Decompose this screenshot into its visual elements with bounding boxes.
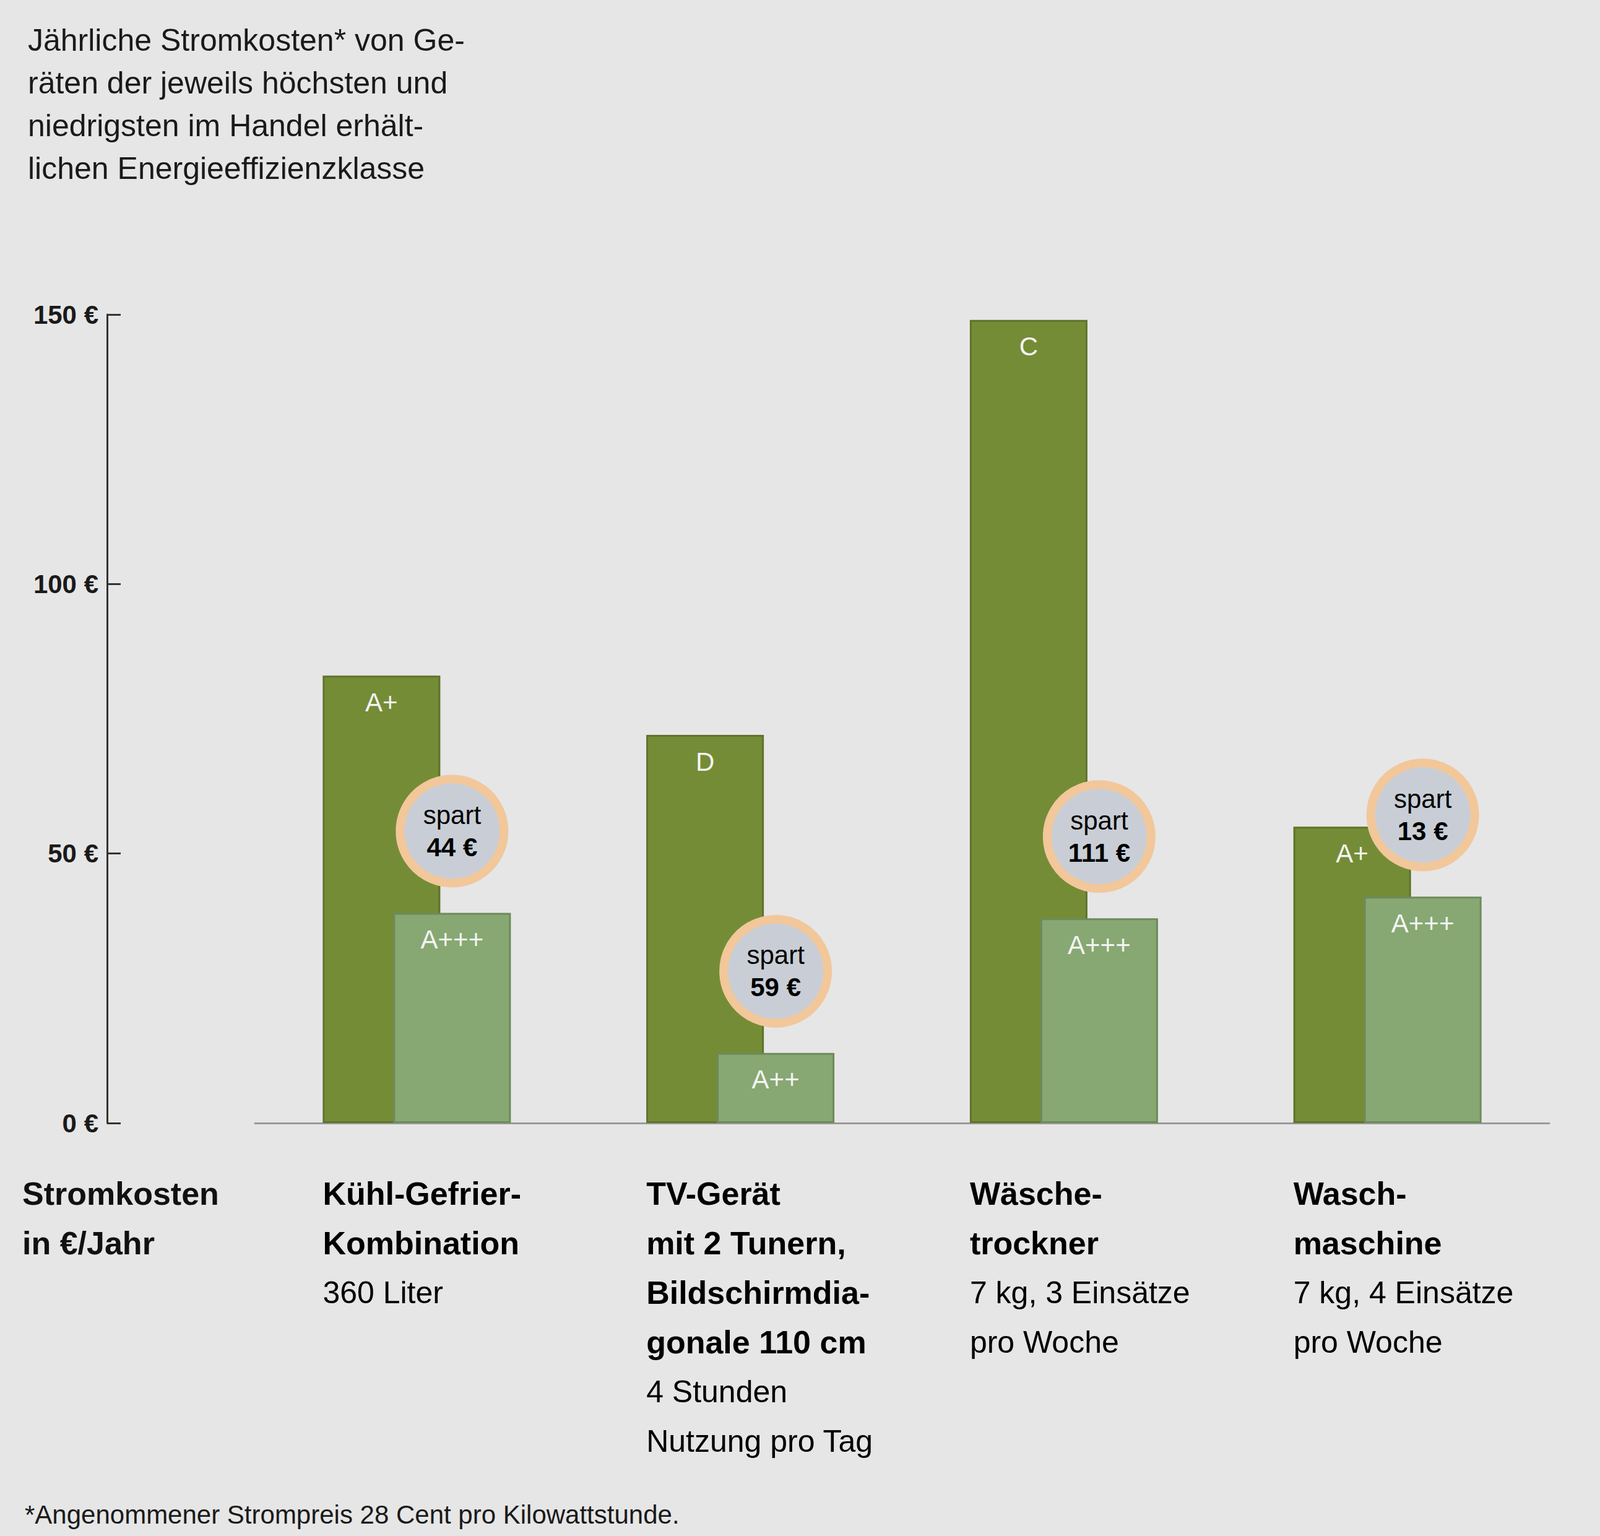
svg-text:in €/Jahr: in €/Jahr (22, 1224, 155, 1261)
svg-text:A+++: A+++ (420, 924, 485, 954)
svg-text:*Angenommener Strompreis 28 Ce: *Angenommener Strompreis 28 Cent pro Kil… (24, 1499, 680, 1529)
svg-text:gonale 110 cm: gonale 110 cm (646, 1323, 867, 1360)
svg-text:150 €: 150 € (33, 300, 99, 330)
svg-text:niedrigsten im Handel erhält-: niedrigsten im Handel erhält- (27, 108, 424, 143)
svg-text:C: C (1019, 331, 1038, 361)
svg-text:spart: spart (423, 800, 482, 830)
svg-text:0 €: 0 € (62, 1108, 99, 1138)
svg-text:räten der jeweils höchsten und: räten der jeweils höchsten und (27, 65, 448, 101)
svg-text:A++: A++ (752, 1064, 800, 1094)
svg-text:44 €: 44 € (427, 832, 478, 862)
svg-text:maschine: maschine (1293, 1224, 1443, 1261)
svg-text:spart: spart (1070, 805, 1129, 835)
svg-text:pro Woche: pro Woche (969, 1324, 1120, 1360)
svg-text:Wasch-: Wasch- (1293, 1175, 1407, 1212)
svg-text:Stromkosten: Stromkosten (22, 1175, 220, 1212)
svg-text:Nutzung pro Tag: Nutzung pro Tag (646, 1423, 873, 1459)
svg-text:D: D (695, 747, 715, 777)
svg-text:360 Liter: 360 Liter (322, 1275, 444, 1310)
svg-text:59 €: 59 € (750, 972, 801, 1002)
svg-text:13 €: 13 € (1397, 816, 1449, 846)
svg-text:mit 2 Tunern,: mit 2 Tunern, (646, 1224, 847, 1261)
svg-text:A+++: A+++ (1391, 908, 1455, 938)
svg-text:Jährliche Stromkosten* von Ge-: Jährliche Stromkosten* von Ge- (27, 22, 465, 58)
svg-text:111 €: 111 € (1068, 838, 1131, 868)
svg-text:Wäsche-: Wäsche- (969, 1175, 1103, 1212)
svg-text:50 €: 50 € (47, 838, 99, 868)
svg-text:4 Stunden: 4 Stunden (646, 1374, 788, 1409)
svg-text:Kühl-Gefrier-: Kühl-Gefrier- (322, 1175, 522, 1212)
svg-text:trockner: trockner (969, 1224, 1099, 1261)
svg-text:spart: spart (746, 940, 805, 970)
svg-text:A+++: A+++ (1067, 930, 1131, 960)
svg-text:lichen Energieeffizienzklasse: lichen Energieeffizienzklasse (27, 151, 425, 186)
svg-text:Bildschirmdia-: Bildschirmdia- (646, 1274, 870, 1311)
svg-text:100 €: 100 € (33, 569, 99, 599)
svg-text:spart: spart (1393, 784, 1453, 814)
svg-text:7 kg, 3 Einsätze: 7 kg, 3 Einsätze (969, 1275, 1191, 1310)
svg-text:A+: A+ (1335, 838, 1369, 868)
svg-text:Kombination: Kombination (322, 1224, 520, 1261)
svg-text:TV-Gerät: TV-Gerät (646, 1175, 781, 1212)
svg-text:pro Woche: pro Woche (1293, 1324, 1443, 1360)
svg-text:7 kg, 4 Einsätze: 7 kg, 4 Einsätze (1293, 1275, 1514, 1310)
svg-text:A+: A+ (365, 687, 398, 717)
